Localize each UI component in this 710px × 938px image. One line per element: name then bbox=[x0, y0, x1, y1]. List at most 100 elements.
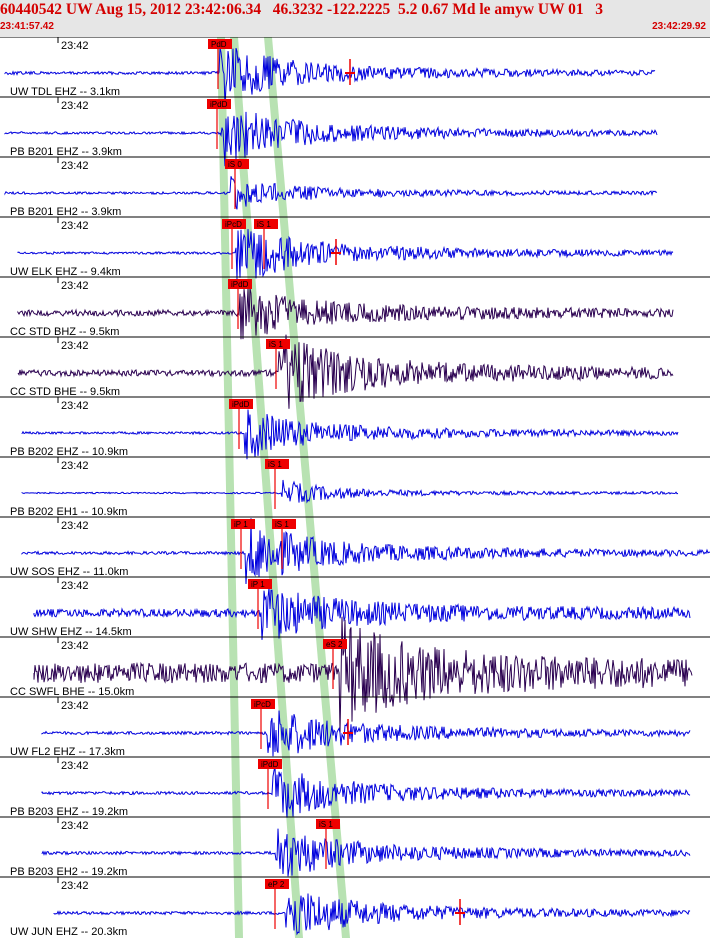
station-track: iP 1 iS 1 23:42 UW SOS EHZ -- 11.0km bbox=[0, 516, 710, 585]
track-time-label: 23:42 bbox=[61, 520, 89, 532]
track-time-label: 23:42 bbox=[61, 760, 89, 772]
track-time-label: 23:42 bbox=[61, 100, 89, 112]
waveform bbox=[4, 176, 658, 210]
track-time-label: 23:42 bbox=[61, 880, 89, 892]
station-track: iPcD iS 1 23:42 UW ELK EHZ -- 9.4km bbox=[0, 216, 710, 280]
pick-label-bg bbox=[254, 219, 278, 229]
station-label: UW JUN EHZ -- 20.3km bbox=[10, 926, 127, 938]
pick-label: iS 1 bbox=[275, 520, 289, 529]
pick-label: iPcD bbox=[254, 700, 271, 709]
pick-label-bg bbox=[225, 159, 249, 169]
station-track: iP 1 23:42 UW SHW EHZ -- 14.5km bbox=[0, 576, 710, 640]
event-header-bar: 60440542 UW Aug 15, 2012 23:42:06.34 46.… bbox=[0, 0, 710, 37]
station-label: CC SWFL BHE -- 15.0km bbox=[10, 686, 134, 698]
pick-label-bg bbox=[231, 519, 255, 529]
waveform bbox=[17, 334, 674, 409]
station-track: iS 1 23:42 PB B203 EH2 -- 19.2km bbox=[0, 816, 710, 878]
pick-label: iPdD bbox=[210, 100, 228, 109]
pick-label-bg bbox=[323, 639, 347, 649]
station-track: iPcD 23:42 UW FL2 EHZ -- 17.3km bbox=[0, 696, 710, 758]
pick-label-bg bbox=[222, 219, 246, 229]
pick-label: iPdD bbox=[231, 280, 249, 289]
pick-label-bg bbox=[248, 579, 272, 589]
track-time-label: 23:42 bbox=[61, 460, 89, 472]
pick-band bbox=[217, 37, 243, 938]
waveform bbox=[21, 409, 679, 460]
track-time-label: 23:42 bbox=[61, 700, 89, 712]
pick-label: eP 2 bbox=[268, 880, 285, 889]
pick-label: iPdD bbox=[232, 400, 250, 409]
pick-label-bg bbox=[316, 819, 340, 829]
station-track: iS 1 23:42 PB B202 EH1 -- 10.9km bbox=[0, 456, 710, 518]
station-label: PB B203 EH2 -- 19.2km bbox=[10, 866, 127, 878]
station-track: iPdD 23:42 PB B203 EHZ -- 19.2km bbox=[0, 756, 710, 818]
station-track: iS 1 23:42 CC STD BHE -- 9.5km bbox=[0, 334, 710, 409]
waveform bbox=[4, 111, 658, 167]
pick-label: PdD bbox=[211, 40, 227, 49]
pick-band bbox=[264, 37, 350, 938]
track-time-label: 23:42 bbox=[61, 280, 89, 292]
track-time-label: 23:42 bbox=[61, 40, 89, 52]
pick-label-bg bbox=[228, 279, 252, 289]
station-label: PB B201 EHZ -- 3.9km bbox=[10, 146, 122, 158]
track-time-label: 23:42 bbox=[61, 820, 89, 832]
track-time-label: 23:42 bbox=[61, 340, 89, 352]
pick-label: iS 0 bbox=[228, 160, 242, 169]
waveform bbox=[41, 765, 691, 818]
event-summary: 60440542 UW Aug 15, 2012 23:42:06.34 46.… bbox=[0, 1, 604, 18]
pick-label-bg bbox=[266, 339, 290, 349]
window-end-time: 23:42:29.92 bbox=[652, 21, 706, 32]
pick-label-bg bbox=[208, 39, 232, 49]
station-label: PB B203 EHZ -- 19.2km bbox=[10, 806, 128, 818]
pick-label: iP 1 bbox=[234, 520, 248, 529]
station-label: CC STD BHE -- 9.5km bbox=[10, 386, 120, 398]
waveform bbox=[21, 479, 679, 504]
station-label: UW TDL EHZ -- 3.1km bbox=[10, 86, 120, 98]
station-label: UW FL2 EHZ -- 17.3km bbox=[10, 746, 125, 758]
station-label: PB B201 EH2 -- 3.9km bbox=[10, 206, 121, 218]
pick-label: iPdD bbox=[261, 760, 279, 769]
window-start-time: 23:41:57.42 bbox=[0, 21, 54, 32]
track-time-label: 23:42 bbox=[61, 640, 89, 652]
waveform bbox=[33, 587, 691, 640]
pick-label-bg bbox=[258, 759, 282, 769]
pick-label-bg bbox=[207, 99, 231, 109]
pick-band bbox=[230, 37, 303, 938]
station-label: UW SHW EHZ -- 14.5km bbox=[10, 626, 132, 638]
station-label: PB B202 EH1 -- 10.9km bbox=[10, 506, 127, 518]
pick-label-bg bbox=[265, 459, 289, 469]
track-time-label: 23:42 bbox=[61, 580, 89, 592]
station-track: iPdD 23:42 CC STD BHZ -- 9.5km bbox=[0, 276, 710, 340]
waveform bbox=[4, 47, 656, 106]
station-track: iPdD 23:42 PB B202 EHZ -- 10.9km bbox=[0, 396, 710, 460]
station-track: eP 2 23:42 UW JUN EHZ -- 20.3km bbox=[0, 876, 710, 938]
station-track: iPdD 23:42 PB B201 EHZ -- 3.9km bbox=[0, 96, 710, 167]
pick-label: iS 1 bbox=[269, 340, 283, 349]
waveform bbox=[41, 710, 691, 757]
pick-label: iP 1 bbox=[251, 580, 265, 589]
waveform bbox=[33, 616, 693, 733]
station-track: PdD 23:42 UW TDL EHZ -- 3.1km bbox=[0, 37, 710, 106]
waveform bbox=[17, 288, 674, 340]
waveform bbox=[17, 229, 674, 280]
waveform bbox=[21, 518, 710, 585]
seismogram-panel: PdD 23:42 UW TDL EHZ -- 3.1km iPdD 23:42 PB B… bbox=[0, 37, 710, 938]
station-track: eS 2 23:42 CC SWFL BHE -- 15.0km bbox=[0, 616, 710, 733]
station-label: CC STD BHZ -- 9.5km bbox=[10, 326, 119, 338]
pick-label-bg bbox=[229, 399, 253, 409]
pick-label-bg bbox=[265, 879, 289, 889]
track-time-label: 23:42 bbox=[61, 220, 89, 232]
station-track: iS 0 23:42 PB B201 EH2 -- 3.9km bbox=[0, 156, 710, 218]
station-label: UW ELK EHZ -- 9.4km bbox=[10, 266, 121, 278]
pick-label: iS 1 bbox=[257, 220, 271, 229]
waveform bbox=[53, 893, 691, 936]
pick-label: iS 1 bbox=[268, 460, 282, 469]
pick-label: iPcD bbox=[225, 220, 242, 229]
pick-label-bg bbox=[272, 519, 296, 529]
pick-label: iS 1 bbox=[319, 820, 333, 829]
waveform bbox=[41, 828, 691, 877]
pick-label: eS 2 bbox=[326, 640, 343, 649]
station-label: UW SOS EHZ -- 11.0km bbox=[10, 566, 128, 578]
station-label: PB B202 EHZ -- 10.9km bbox=[10, 446, 128, 458]
track-time-label: 23:42 bbox=[61, 400, 89, 412]
